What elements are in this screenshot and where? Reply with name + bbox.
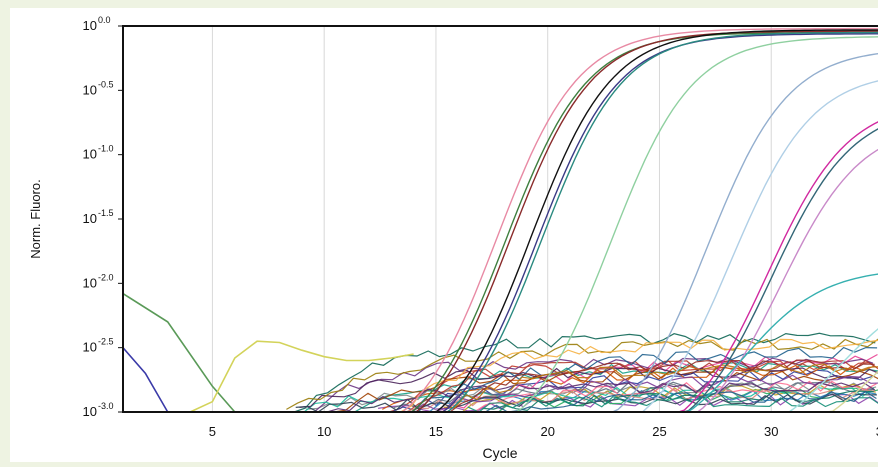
amplification-curve bbox=[472, 37, 878, 412]
y-tick-label: 10 bbox=[83, 147, 97, 162]
y-tick-exponent: -2.0 bbox=[98, 272, 114, 282]
y-tick-exponent: -3.0 bbox=[98, 401, 114, 411]
y-tick-exponent: 0.0 bbox=[98, 15, 111, 25]
x-tick-label: 15 bbox=[429, 424, 443, 439]
amplification-curve bbox=[367, 33, 878, 413]
amplification-curve bbox=[391, 30, 878, 412]
y-tick-label: 10 bbox=[83, 211, 97, 226]
y-tick-exponent: -1.5 bbox=[98, 208, 114, 218]
x-tick-label: 30 bbox=[764, 424, 778, 439]
x-tick-label: 5 bbox=[209, 424, 216, 439]
y-tick-exponent: -2.5 bbox=[98, 337, 114, 347]
plot-border bbox=[123, 26, 878, 412]
x-axis-label: Cycle bbox=[482, 445, 517, 461]
amplification-curve bbox=[398, 34, 878, 412]
y-axis-label: Norm. Fluoro. bbox=[28, 179, 43, 258]
y-tick-exponent: -0.5 bbox=[98, 79, 114, 89]
early-curve bbox=[123, 294, 235, 412]
y-tick-label: 10 bbox=[83, 404, 97, 419]
x-tick-label: 20 bbox=[540, 424, 554, 439]
x-tick-label: 25 bbox=[652, 424, 666, 439]
y-tick-label: 10 bbox=[83, 340, 97, 355]
y-tick-label: 10 bbox=[83, 275, 97, 290]
amplification-chart: 5101520253035 100.010-0.510-1.010-1.510-… bbox=[10, 8, 878, 462]
chart-frame: 5101520253035 100.010-0.510-1.010-1.510-… bbox=[10, 8, 878, 462]
x-tick-label: 10 bbox=[317, 424, 331, 439]
y-tick-label: 10 bbox=[83, 82, 97, 97]
early-curve bbox=[123, 348, 190, 412]
y-tick-label: 10 bbox=[83, 18, 97, 33]
baseline-curves bbox=[286, 333, 878, 412]
y-tick-exponent: -1.0 bbox=[98, 144, 114, 154]
x-axis-ticks: 5101520253035 bbox=[209, 424, 878, 439]
